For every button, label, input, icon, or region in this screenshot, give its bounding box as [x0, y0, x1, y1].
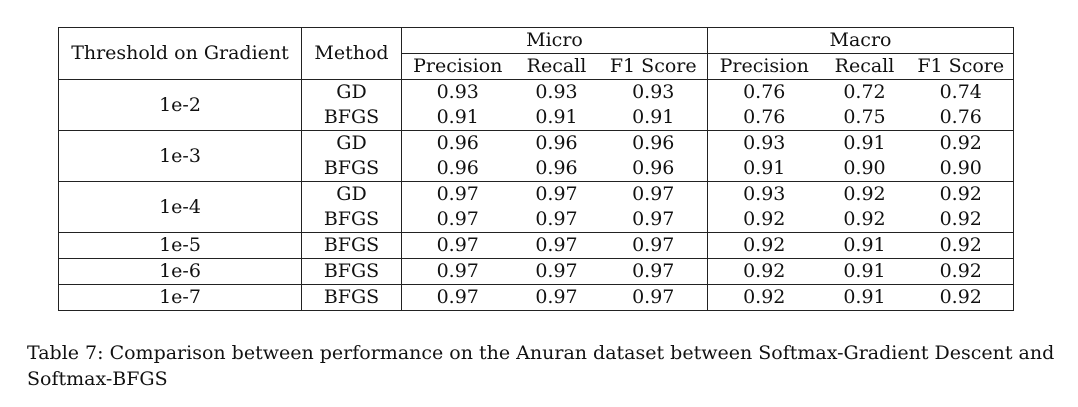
- micro-f1-cell: 0.97: [599, 232, 708, 259]
- method-cell: BFGS: [301, 156, 402, 182]
- micro-precision-cell: 0.97: [436, 183, 479, 205]
- threshold-cell: 1e-3: [58, 130, 302, 182]
- macro-precision-cell: 0.92: [707, 284, 821, 311]
- header-threshold: Threshold on Gradient: [58, 27, 302, 80]
- macro-precision-cell: 0.76: [743, 81, 786, 103]
- header-micro-precision: Precision: [401, 53, 514, 80]
- table-row: 1e-4 GD 0.97 0.97 0.97 0.93 0.92 0.92: [58, 181, 1014, 233]
- threshold-cell: 1e-7: [58, 284, 302, 311]
- threshold-cell: 1e-4: [58, 181, 302, 233]
- micro-recall-cell: 0.97: [513, 207, 600, 233]
- micro-recall-cell: 0.96: [535, 132, 578, 154]
- macro-recall-cell: 0.92: [820, 207, 909, 233]
- table-row: BFGS 0.97 0.97 0.97 0.92 0.92 0.92: [59, 207, 1014, 233]
- method-cell: BFGS: [301, 284, 402, 311]
- header-macro: Macro: [707, 27, 1014, 54]
- header-row-top: Threshold on Gradient Method Micro Macro: [58, 27, 1014, 80]
- micro-precision-cell: 0.91: [401, 105, 514, 131]
- table-row: 1e-2 GD 0.93 0.93 0.93 0.76 0.72 0.74: [58, 79, 1014, 131]
- macro-recall-cell: 0.90: [820, 156, 909, 182]
- micro-f1-cell: 0.91: [599, 105, 708, 131]
- macro-f1-cell: 0.90: [908, 156, 1014, 182]
- method-cell: GD: [301, 181, 402, 207]
- macro-precision-cell: 0.92: [707, 232, 821, 259]
- macro-recall-cell: 0.92: [843, 183, 886, 205]
- table-row: 1e-5 BFGS 0.97 0.97 0.97 0.92 0.91 0.92: [58, 232, 1014, 259]
- micro-precision-cell: 0.97: [401, 232, 514, 259]
- header-micro: Micro: [401, 27, 708, 54]
- macro-f1-cell: 0.92: [908, 258, 1014, 285]
- micro-precision-cell: 0.97: [401, 207, 514, 233]
- table-row: 1e-3 GD 0.96 0.96 0.96 0.93 0.91 0.92: [58, 130, 1014, 182]
- header-method: Method: [301, 27, 402, 80]
- micro-recall-cell: 0.96: [513, 156, 600, 182]
- method-cell: BFGS: [301, 207, 402, 233]
- macro-f1-cell: 0.92: [908, 232, 1014, 259]
- macro-f1-cell: 0.92: [908, 207, 1014, 233]
- micro-recall-cell: 0.97: [513, 258, 600, 285]
- micro-recall-cell: 0.97: [513, 284, 600, 311]
- micro-f1-cell: 0.96: [599, 156, 708, 182]
- micro-recall-cell: 0.93: [535, 81, 578, 103]
- micro-recall-cell: 0.91: [513, 105, 600, 131]
- micro-precision-cell: 0.93: [436, 81, 479, 103]
- table-header: Threshold on Gradient Method Micro Macro…: [58, 27, 1014, 80]
- macro-recall-cell: 0.72: [843, 81, 886, 103]
- macro-precision-cell: 0.93: [743, 132, 786, 154]
- macro-precision-cell: 0.91: [707, 156, 821, 182]
- macro-recall-cell: 0.75: [820, 105, 909, 131]
- header-macro-f1: F1 Score: [908, 53, 1014, 80]
- method-cell: BFGS: [301, 105, 402, 131]
- method-cell: GD: [301, 79, 402, 105]
- macro-recall-cell: 0.91: [820, 284, 909, 311]
- macro-f1-cell: 0.92: [908, 181, 1014, 207]
- method-cell: BFGS: [301, 232, 402, 259]
- table-row: BFGS 0.91 0.91 0.91 0.76 0.75 0.76: [59, 105, 1014, 131]
- macro-precision-cell: 0.92: [707, 258, 821, 285]
- macro-recall-cell: 0.91: [820, 258, 909, 285]
- micro-f1-cell: 0.97: [599, 207, 708, 233]
- macro-precision-cell: 0.92: [707, 207, 821, 233]
- header-row-sub: Precision Recall F1 Score Precision Reca…: [59, 53, 1014, 80]
- header-micro-recall: Recall: [513, 53, 600, 80]
- threshold-cell: 1e-2: [58, 79, 302, 131]
- table-row: 1e-7 BFGS 0.97 0.97 0.97 0.92 0.91 0.92: [58, 284, 1014, 311]
- micro-precision-cell: 0.97: [401, 258, 514, 285]
- micro-recall-cell: 0.97: [513, 232, 600, 259]
- method-cell: BFGS: [301, 258, 402, 285]
- micro-f1-cell: 0.93: [599, 79, 708, 105]
- micro-precision-cell: 0.97: [401, 284, 514, 311]
- header-macro-recall: Recall: [820, 53, 909, 80]
- micro-f1-cell: 0.96: [599, 130, 708, 156]
- macro-f1-cell: 0.92: [908, 130, 1014, 156]
- threshold-cell: 1e-6: [58, 258, 302, 285]
- micro-precision-cell: 0.96: [401, 156, 514, 182]
- macro-precision-cell: 0.93: [743, 183, 786, 205]
- macro-recall-cell: 0.91: [843, 132, 886, 154]
- macro-precision-cell: 0.76: [707, 105, 821, 131]
- micro-precision-cell: 0.96: [436, 132, 479, 154]
- table-row: 1e-6 BFGS 0.97 0.97 0.97 0.92 0.91 0.92: [58, 258, 1014, 285]
- method-cell: GD: [301, 130, 402, 156]
- results-table: Threshold on Gradient Method Micro Macro…: [58, 27, 1014, 311]
- header-macro-precision: Precision: [707, 53, 821, 80]
- table-caption: Table 7: Comparison between performance …: [27, 342, 1055, 390]
- macro-recall-cell: 0.91: [820, 232, 909, 259]
- threshold-cell: 1e-5: [58, 232, 302, 259]
- micro-recall-cell: 0.97: [535, 183, 578, 205]
- header-micro-f1: F1 Score: [599, 53, 708, 80]
- micro-f1-cell: 0.97: [599, 181, 708, 207]
- macro-f1-cell: 0.74: [908, 79, 1014, 105]
- table-body: 1e-2 GD 0.93 0.93 0.93 0.76 0.72 0.74 BFGS 0.91 0.…: [58, 79, 1014, 311]
- micro-f1-cell: 0.97: [599, 258, 708, 285]
- table-row: BFGS 0.96 0.96 0.96 0.91 0.90 0.90: [59, 156, 1014, 182]
- micro-f1-cell: 0.97: [599, 284, 708, 311]
- macro-f1-cell: 0.92: [908, 284, 1014, 311]
- macro-f1-cell: 0.76: [908, 105, 1014, 131]
